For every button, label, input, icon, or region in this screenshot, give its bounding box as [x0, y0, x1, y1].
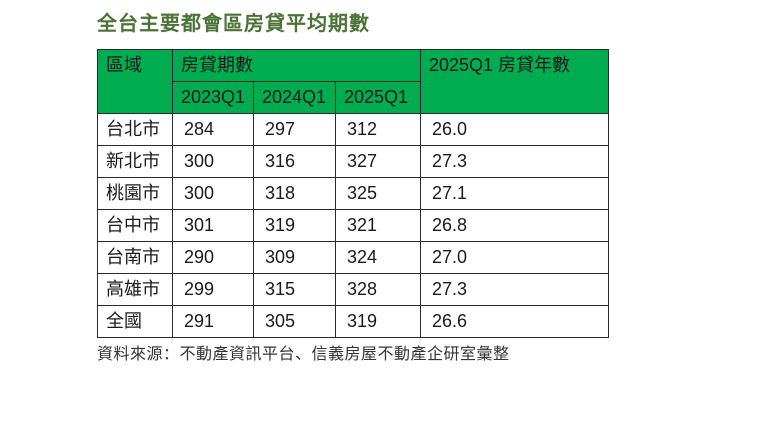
value-cell: 290 [172, 241, 254, 274]
region-cell: 高雄市 [97, 273, 173, 306]
value-cell: 325 [335, 177, 421, 210]
table-row-taichung: 台中市 301 319 321 26.8 [97, 209, 609, 242]
value-cell: 319 [253, 209, 336, 242]
header-quarter-2024q1: 2024Q1 [253, 81, 336, 114]
table-row-taipei: 台北市 284 297 312 26.0 [97, 113, 609, 146]
value-cell: 327 [335, 145, 421, 178]
years-cell: 27.1 [420, 177, 609, 210]
value-cell: 305 [253, 305, 336, 338]
years-cell: 27.0 [420, 241, 609, 274]
region-cell: 台中市 [97, 209, 173, 242]
header-row-2: 2023Q1 2024Q1 2025Q1 [98, 81, 609, 114]
table-row-newtaipei: 新北市 300 316 327 27.3 [97, 145, 609, 178]
header-loan-years: 2025Q1 房貸年數 [420, 49, 609, 114]
table-row-national: 全國 291 305 319 26.6 [97, 305, 609, 338]
header-loan-terms-group: 房貸期數 [172, 49, 421, 82]
value-cell: 301 [172, 209, 254, 242]
table-row-kaohsiung: 高雄市 299 315 328 27.3 [97, 273, 609, 306]
value-cell: 299 [172, 273, 254, 306]
source-note: 資料來源：不動產資訊平台、信義房屋不動產企研室彙整 [97, 346, 510, 363]
region-cell: 桃園市 [97, 177, 173, 210]
value-cell: 312 [335, 113, 421, 146]
region-cell: 台北市 [97, 113, 173, 146]
header-region: 區域 [97, 49, 173, 114]
value-cell: 316 [253, 145, 336, 178]
years-cell: 27.3 [420, 273, 609, 306]
value-cell: 324 [335, 241, 421, 274]
value-cell: 309 [253, 241, 336, 274]
content-area: 全台主要都會區房貸平均期數 區域 房貸期數 2025Q1 房貸年數 2023Q1… [97, 13, 657, 365]
region-cell: 全國 [97, 305, 173, 338]
value-cell: 300 [172, 177, 254, 210]
years-cell: 27.3 [420, 145, 609, 178]
page-title: 全台主要都會區房貸平均期數 [97, 13, 370, 35]
years-cell: 26.0 [420, 113, 609, 146]
years-cell: 26.6 [420, 305, 609, 338]
header-quarter-2023q1: 2023Q1 [172, 81, 254, 114]
mortgage-term-table: 區域 房貸期數 2025Q1 房貸年數 2023Q1 2024Q1 2025Q1… [97, 49, 609, 338]
table-row-taoyuan: 桃園市 300 318 325 27.1 [97, 177, 609, 210]
header-row-1: 區域 房貸期數 2025Q1 房貸年數 [97, 49, 609, 114]
table-row-tainan: 台南市 290 309 324 27.0 [97, 241, 609, 274]
region-cell: 新北市 [97, 145, 173, 178]
value-cell: 297 [253, 113, 336, 146]
value-cell: 300 [172, 145, 254, 178]
value-cell: 328 [335, 273, 421, 306]
region-cell: 台南市 [97, 241, 173, 274]
value-cell: 318 [253, 177, 336, 210]
value-cell: 321 [335, 209, 421, 242]
value-cell: 319 [335, 305, 421, 338]
value-cell: 284 [172, 113, 254, 146]
value-cell: 315 [253, 273, 336, 306]
header-quarter-2025q1: 2025Q1 [335, 81, 421, 114]
value-cell: 291 [172, 305, 254, 338]
years-cell: 26.8 [420, 209, 609, 242]
